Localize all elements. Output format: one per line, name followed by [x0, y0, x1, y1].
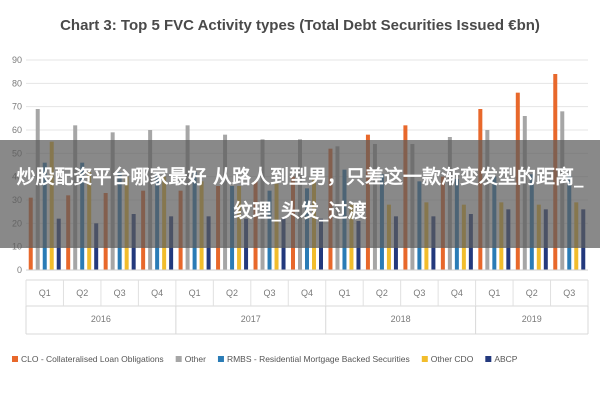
legend-label: RMBS - Residential Mortgage Backed Secur… [227, 354, 410, 364]
legend-label: ABCP [494, 354, 517, 364]
year-label: 2016 [91, 314, 111, 324]
y-tick-label: 0 [17, 265, 22, 275]
overlay-banner: 炒股配资平台哪家最好 从路人到型男，只差这一款渐变发型的距离_纹理_头发_过渡 [0, 140, 600, 248]
y-tick-label: 80 [12, 78, 22, 88]
y-tick-label: 60 [12, 125, 22, 135]
x-tick-label: Q4 [301, 288, 313, 298]
x-tick-label: Q1 [338, 288, 350, 298]
x-tick-label: Q3 [563, 288, 575, 298]
x-tick-label: Q3 [114, 288, 126, 298]
legend-swatch [485, 356, 492, 362]
x-axis: Q1 Q2 Q3 Q4 Q1 Q2 Q3 Q4 Q1 Q2 Q3 Q4 Q1 Q2 Q3 2016 2017 20… [25, 269, 589, 335]
x-tick-label: Q1 [488, 288, 500, 298]
legend-swatch [175, 356, 182, 362]
x-tick-label: Q2 [226, 288, 238, 298]
legend-label: Other CDO [431, 354, 474, 364]
overlay-text: 炒股配资平台哪家最好 从路人到型男，只差这一款渐变发型的距离_纹理_头发_过渡 [16, 166, 584, 222]
x-tick-label: Q3 [264, 288, 276, 298]
legend-swatch [217, 356, 224, 362]
year-label: 2018 [391, 314, 411, 324]
chart-title: Chart 3: Top 5 FVC Activity types (Total… [60, 17, 540, 34]
x-tick-label: Q1 [189, 288, 201, 298]
year-label: 2017 [241, 314, 261, 324]
legend: CLO - Collateralised Loan Obligations Oth… [12, 354, 518, 364]
x-tick-label: Q2 [76, 288, 88, 298]
y-tick-label: 90 [12, 55, 22, 65]
x-tick-label: Q3 [413, 288, 425, 298]
y-tick-label: 70 [12, 102, 22, 112]
x-tick-label: Q4 [451, 288, 463, 298]
legend-swatch [12, 356, 18, 362]
year-label: 2019 [522, 314, 542, 324]
legend-label: CLO - Collateralised Loan Obligations [21, 354, 164, 364]
x-tick-label: Q4 [151, 288, 163, 298]
x-tick-label: Q2 [376, 288, 388, 298]
legend-swatch [421, 356, 428, 362]
legend-label: Other [185, 354, 206, 364]
x-tick-label: Q2 [526, 288, 538, 298]
x-tick-label: Q1 [39, 288, 51, 298]
